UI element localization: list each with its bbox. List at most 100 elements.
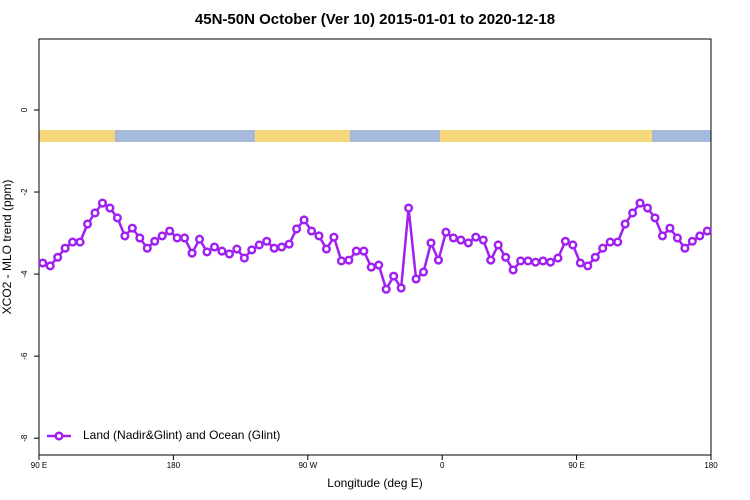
land <box>39 130 115 142</box>
x-tick-label: 90 E <box>31 461 47 470</box>
point <box>68 237 78 247</box>
point <box>262 236 272 246</box>
point <box>344 255 354 265</box>
point <box>374 260 384 270</box>
point <box>553 253 563 263</box>
y-tick-label: -4 <box>20 270 29 278</box>
point <box>441 227 451 237</box>
point <box>292 224 302 234</box>
point <box>628 208 638 218</box>
point <box>187 248 197 258</box>
chart-title: 45N-50N October (Ver 10) 2015-01-01 to 2… <box>195 11 555 28</box>
point <box>284 239 294 249</box>
point <box>426 238 436 248</box>
x-tick-label: 180 <box>704 461 718 470</box>
point <box>568 240 578 250</box>
point <box>172 233 182 243</box>
point <box>448 233 458 243</box>
point <box>486 255 496 265</box>
point <box>351 246 361 256</box>
point <box>150 236 160 246</box>
x-tick-label: 0 <box>440 461 445 470</box>
point <box>277 242 287 252</box>
point <box>157 231 167 241</box>
point <box>105 203 115 213</box>
point <box>142 243 152 253</box>
point <box>336 256 346 266</box>
point <box>538 256 548 266</box>
point <box>575 258 585 268</box>
point <box>590 252 600 262</box>
point <box>232 244 242 254</box>
x-tick-label: 90 W <box>298 461 317 470</box>
point <box>605 237 615 247</box>
point <box>359 246 369 256</box>
point <box>613 237 623 247</box>
point <box>702 226 712 236</box>
point <box>471 232 481 242</box>
legend-marker <box>54 431 64 441</box>
point <box>672 233 682 243</box>
point <box>299 215 309 225</box>
point <box>680 243 690 253</box>
point <box>269 243 279 253</box>
y-tick-label: -8 <box>20 434 29 442</box>
point <box>665 223 675 233</box>
point <box>247 245 257 255</box>
point <box>120 231 130 241</box>
ocean <box>350 130 440 142</box>
point <box>635 198 645 208</box>
point <box>127 223 137 233</box>
point <box>516 256 526 266</box>
point <box>202 247 212 257</box>
point <box>687 236 697 246</box>
point <box>642 203 653 213</box>
point <box>112 213 122 223</box>
point <box>82 219 93 229</box>
point <box>306 226 317 236</box>
point <box>135 233 145 243</box>
point <box>329 232 339 242</box>
point <box>396 283 406 293</box>
point <box>224 249 234 259</box>
y-axis-label: XCO2 - MLO trend (ppm) <box>0 180 14 315</box>
point <box>523 256 533 266</box>
land <box>440 130 652 142</box>
point <box>404 203 414 213</box>
point <box>620 219 630 229</box>
point <box>239 253 249 263</box>
legend-label: Land (Nadir&Glint) and Ocean (Glint) <box>83 428 280 442</box>
point <box>389 271 399 281</box>
point <box>366 262 376 272</box>
point <box>560 236 570 246</box>
point <box>583 261 593 271</box>
y-tick-label: -6 <box>20 352 29 360</box>
point <box>418 267 429 277</box>
point <box>381 284 391 294</box>
series-line <box>42 201 708 293</box>
point <box>657 231 668 241</box>
point <box>45 261 55 271</box>
x-tick-label: 90 E <box>568 461 584 470</box>
point <box>321 244 332 254</box>
point <box>508 265 518 275</box>
x-axis-label: Longitude (deg E) <box>327 476 422 490</box>
point <box>463 238 473 248</box>
point <box>209 242 220 252</box>
point <box>650 213 660 223</box>
point <box>97 198 108 208</box>
point <box>180 233 190 243</box>
point <box>38 258 48 268</box>
point <box>217 246 227 256</box>
ocean <box>652 130 711 142</box>
point <box>598 243 608 253</box>
point <box>254 240 264 250</box>
point <box>493 240 503 250</box>
land <box>255 130 350 142</box>
point <box>411 274 421 284</box>
y-tick-label: 0 <box>20 107 29 112</box>
point <box>501 252 511 262</box>
point <box>478 235 488 245</box>
